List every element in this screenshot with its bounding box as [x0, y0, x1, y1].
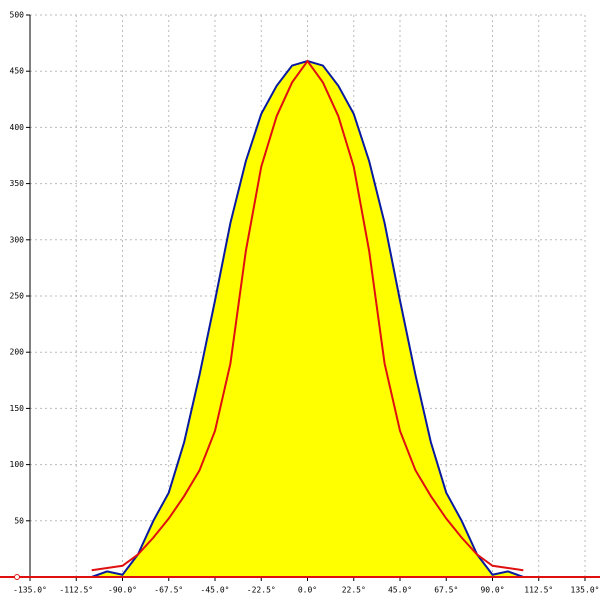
x-tick-label: -67.5° — [154, 586, 183, 595]
y-tick-label: 500 — [10, 11, 25, 20]
x-tick-label: 22.5° — [342, 586, 366, 595]
y-tick-label: 400 — [10, 123, 25, 132]
y-tick-label: 100 — [10, 460, 25, 469]
x-tick-label: 135.0° — [571, 586, 600, 595]
y-tick-label: 50 — [14, 516, 24, 525]
line — [91, 59, 524, 572]
y-tick-label: 450 — [10, 67, 25, 76]
x-tick-label: 112.5° — [524, 586, 553, 595]
x-tick-label: -135.0° — [13, 586, 47, 595]
y-tick-label: 300 — [10, 235, 25, 244]
x-tick-label: -45.0° — [201, 586, 230, 595]
x-tick-label: 90.0° — [480, 586, 504, 595]
y-tick-label: 200 — [10, 348, 25, 357]
y-tick-label: 250 — [10, 292, 25, 301]
y-tick-label: 150 — [10, 404, 25, 413]
origin-marker — [14, 574, 20, 580]
area — [91, 61, 524, 578]
x-tick-label: 45.0° — [388, 586, 412, 595]
y-tick-label: 350 — [10, 179, 25, 188]
x-tick-label: -22.5° — [247, 586, 276, 595]
x-tick-label: 67.5° — [434, 586, 458, 595]
x-tick-label: 0.0° — [298, 586, 317, 595]
x-tick-label: -112.5° — [59, 586, 93, 595]
x-tick-label: -90.0° — [108, 586, 137, 595]
